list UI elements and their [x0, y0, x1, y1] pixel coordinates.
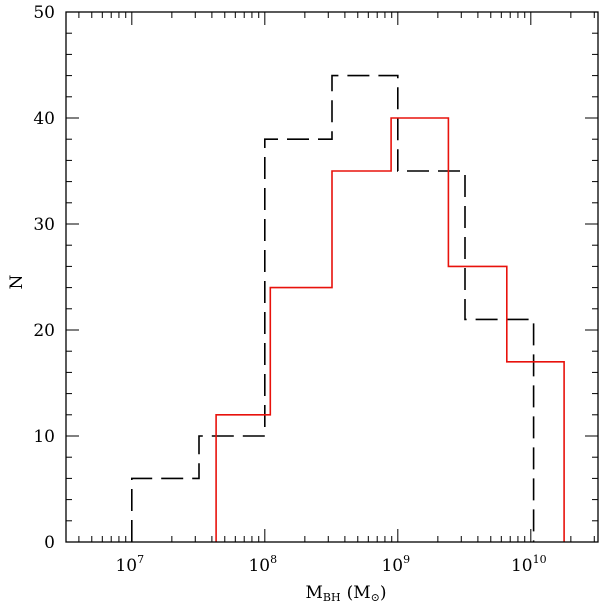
x-tick-label: 108	[248, 553, 277, 576]
y-tick-label: 20	[33, 321, 55, 341]
histogram-series-dashed	[131, 74, 535, 542]
x-title-main: M	[305, 583, 322, 603]
plot-frame	[65, 11, 599, 543]
histogram-series-solid	[215, 117, 565, 542]
x-tick-label: 107	[115, 553, 144, 576]
y-tick-label: 30	[33, 215, 55, 235]
tick-labels: 0 10 20 30 40 50 107 108 109 1010	[33, 3, 546, 576]
x-tick-label: 109	[381, 553, 410, 576]
x-title-units-suffix: )	[380, 583, 387, 603]
ticks-layer	[66, 11, 598, 543]
y-axis-title: N	[7, 274, 27, 289]
x-title-units-prefix: (M	[347, 583, 371, 603]
y-tick-label: 50	[33, 3, 55, 23]
x-tick-label: 1010	[511, 553, 547, 576]
x-title-subscript: BH	[323, 591, 341, 604]
y-tick-label: 10	[33, 427, 55, 447]
x-title-units-subscript: ⊙	[371, 591, 380, 604]
y-tick-label: 40	[33, 109, 55, 129]
x-axis-title: MBH (M⊙)	[305, 583, 386, 604]
y-tick-label: 0	[44, 533, 55, 553]
series-layer	[131, 74, 565, 542]
